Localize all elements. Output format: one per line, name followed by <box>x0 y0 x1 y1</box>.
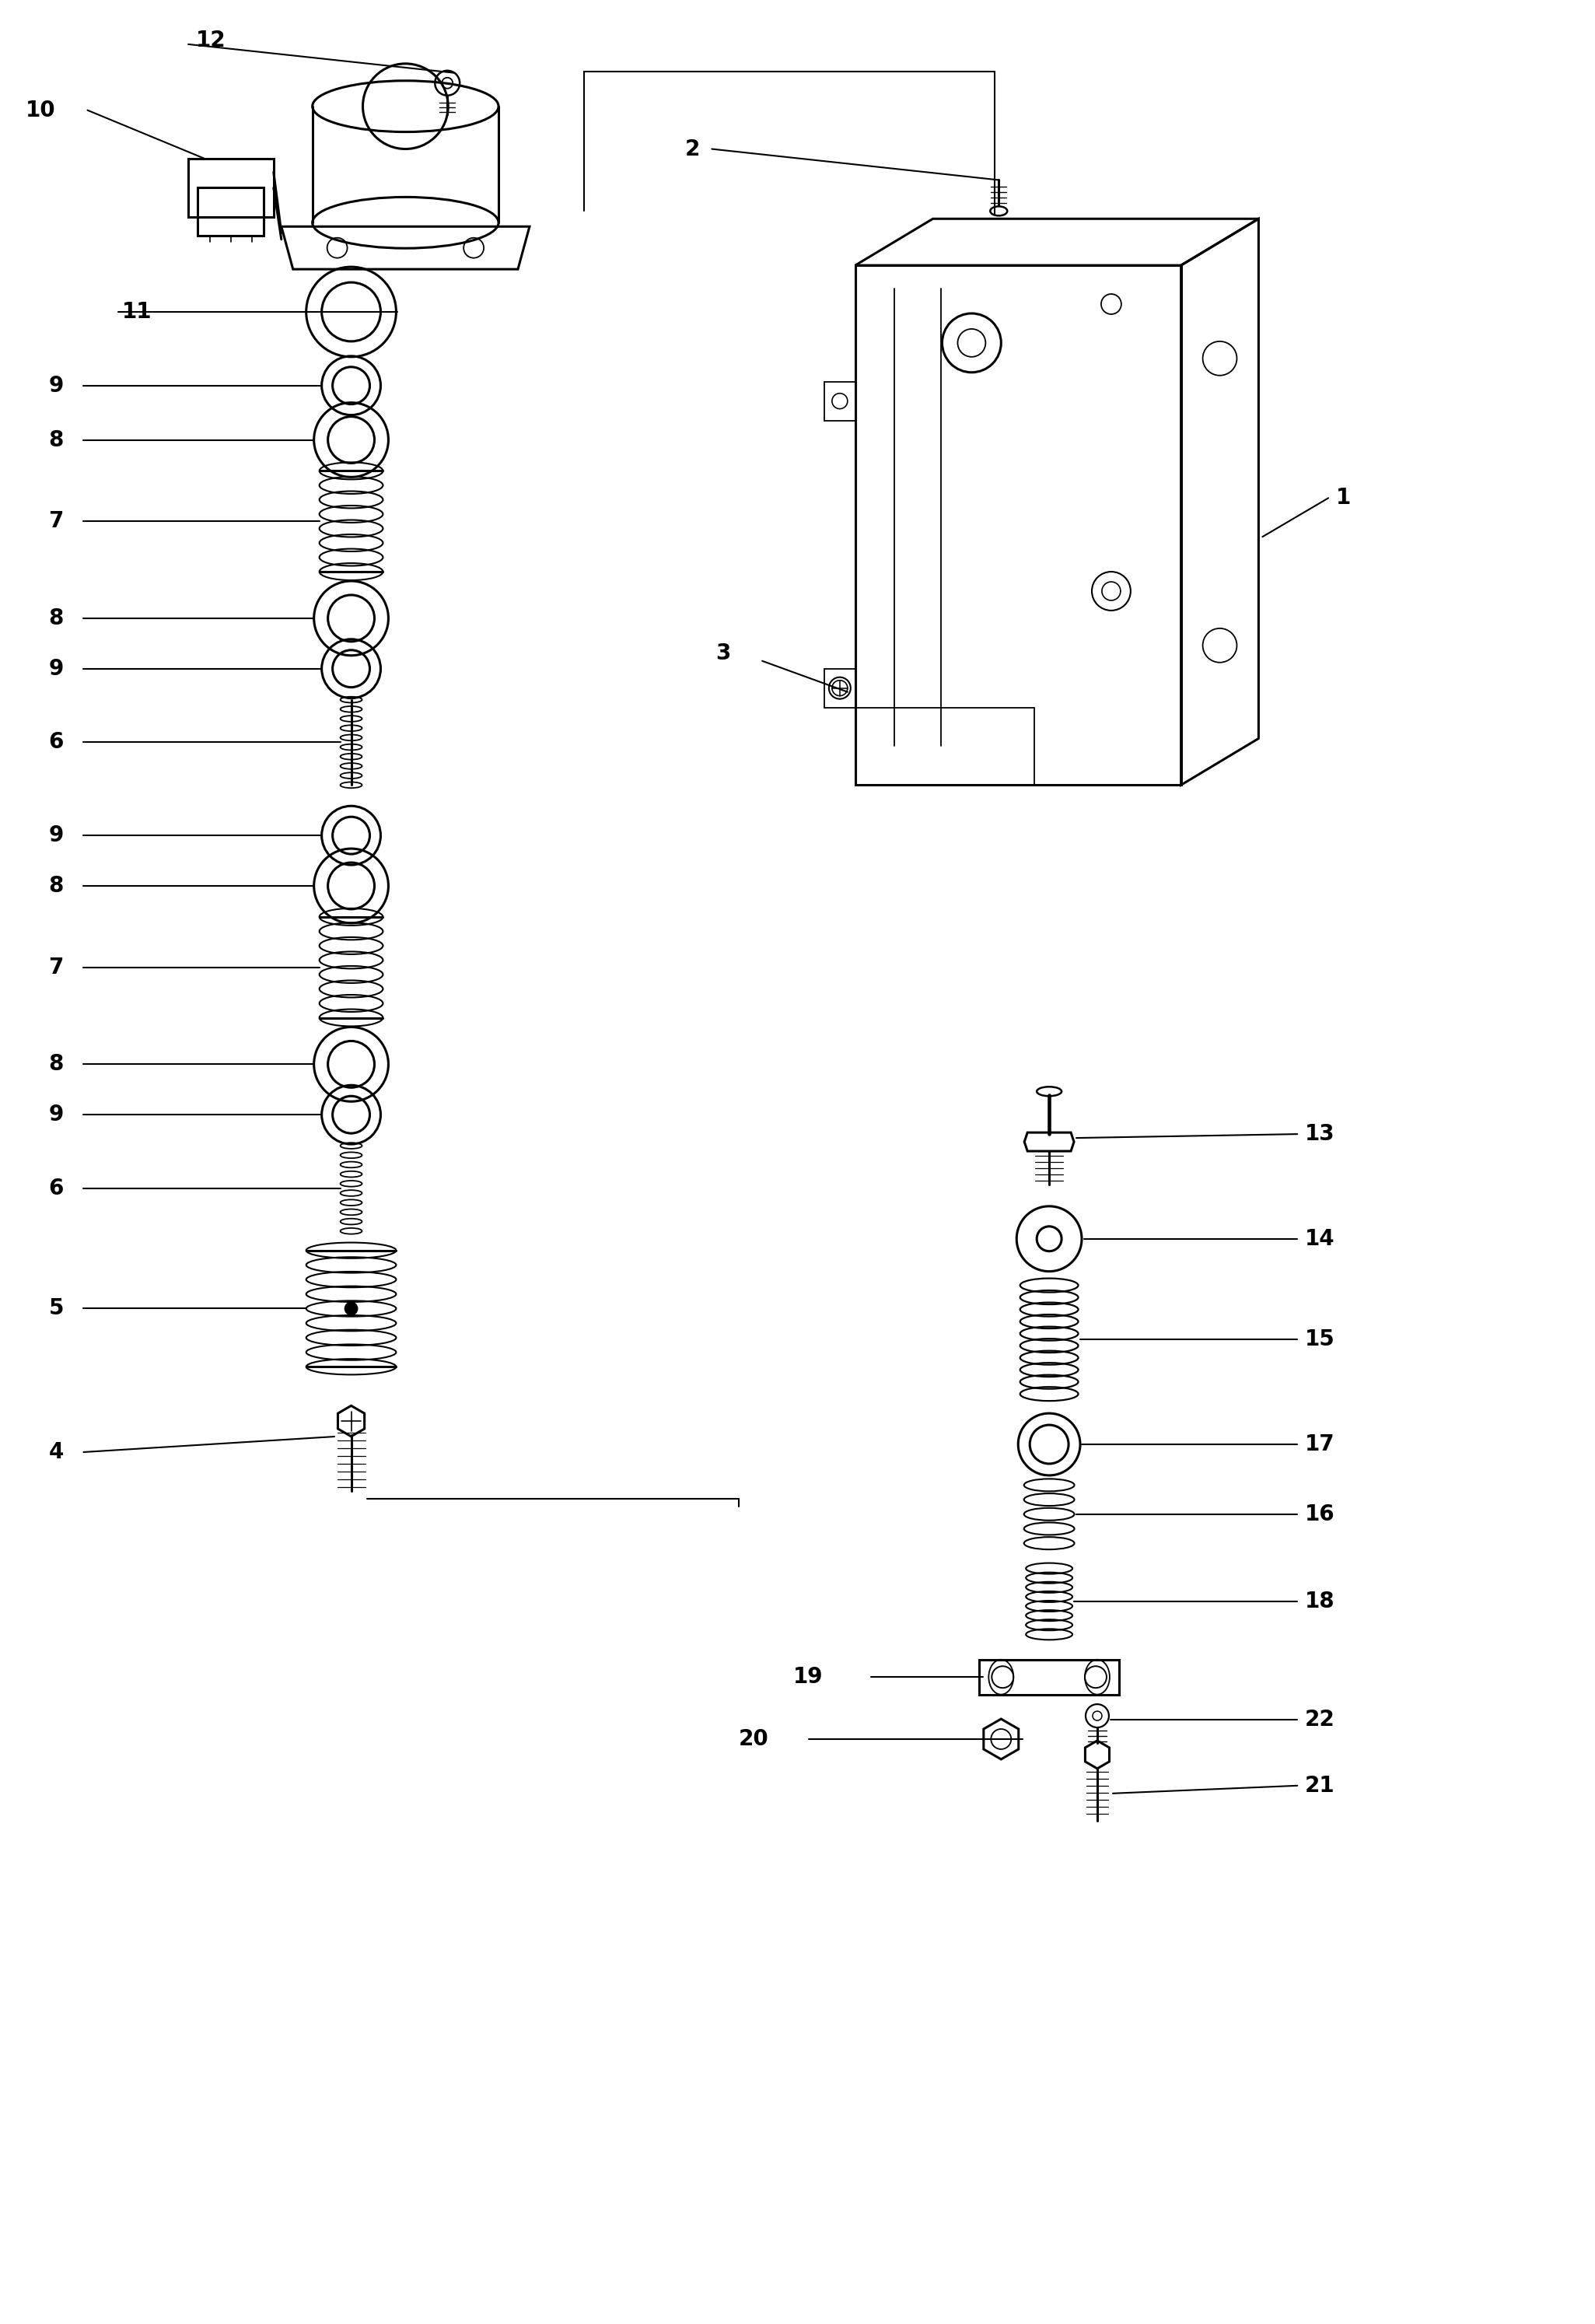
Bar <box>855 265 1180 786</box>
Text: 1: 1 <box>1337 488 1351 509</box>
Text: 13: 13 <box>1305 1122 1335 1146</box>
Text: 17: 17 <box>1305 1434 1335 1455</box>
Text: 8: 8 <box>49 874 64 897</box>
Text: 20: 20 <box>738 1729 769 1750</box>
Text: 11: 11 <box>123 302 152 323</box>
Text: 7: 7 <box>49 511 64 532</box>
Bar <box>825 669 855 706</box>
Text: 8: 8 <box>49 430 64 451</box>
Text: 4: 4 <box>49 1441 64 1464</box>
Text: 16: 16 <box>1305 1504 1335 1525</box>
Text: 3: 3 <box>716 641 731 665</box>
Text: 19: 19 <box>793 1666 823 1687</box>
Text: 21: 21 <box>1305 1776 1335 1796</box>
Text: 9: 9 <box>49 658 64 679</box>
Text: 22: 22 <box>1305 1708 1335 1731</box>
Text: 15: 15 <box>1305 1329 1335 1350</box>
Bar <box>825 381 855 421</box>
Text: 12: 12 <box>196 30 226 51</box>
Bar <box>979 1659 1120 1694</box>
Text: 14: 14 <box>1305 1227 1335 1250</box>
Bar <box>188 158 274 216</box>
Text: 6: 6 <box>49 1178 64 1199</box>
Text: 7: 7 <box>49 957 64 978</box>
Text: 8: 8 <box>49 607 64 630</box>
Text: 10: 10 <box>26 100 56 121</box>
Text: 9: 9 <box>49 825 64 846</box>
Text: 6: 6 <box>49 732 64 753</box>
Text: 2: 2 <box>684 137 700 160</box>
Text: 9: 9 <box>49 374 64 397</box>
Text: 18: 18 <box>1305 1590 1335 1613</box>
Text: 5: 5 <box>49 1297 64 1320</box>
Text: 9: 9 <box>49 1104 64 1125</box>
Text: 8: 8 <box>49 1053 64 1076</box>
Circle shape <box>345 1301 357 1315</box>
Bar <box>198 188 263 235</box>
